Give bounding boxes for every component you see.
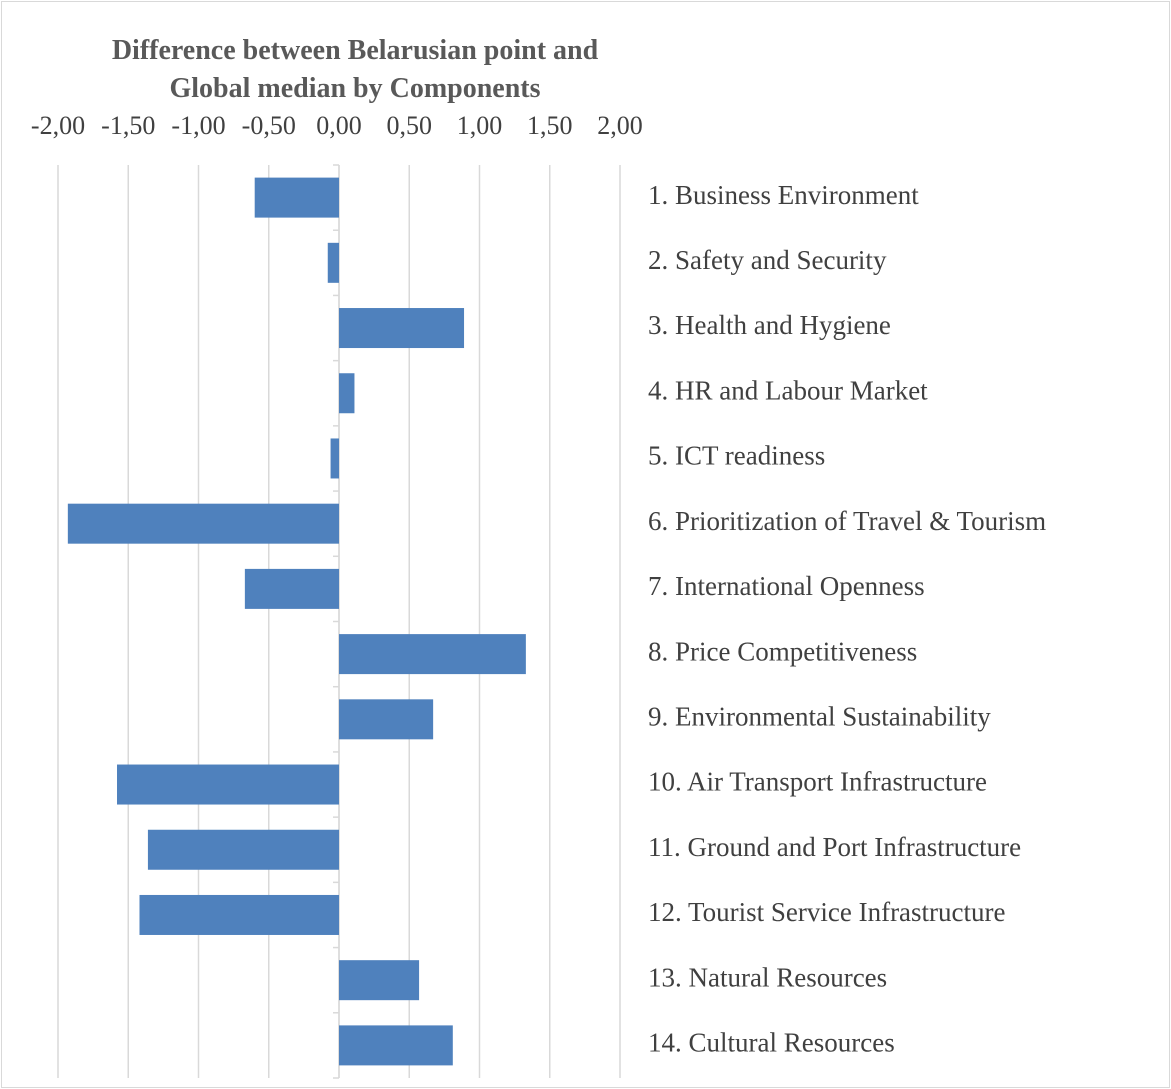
category-label: 6. Prioritization of Travel & Tourism [648,506,1046,536]
bar [339,699,434,740]
bar [330,438,339,479]
bar [339,960,420,1001]
bar [244,568,339,609]
category-label: 10. Air Transport Infrastructure [648,767,987,797]
category-label: 5. ICT readiness [648,441,825,471]
category-label: 7. International Openness [648,571,925,601]
bar [339,634,526,675]
bar [339,308,465,349]
bar [254,177,339,218]
bar [339,1025,453,1066]
x-tick-label: 2,00 [597,111,643,140]
chart-title: Difference between Belarusian point and … [111,35,599,104]
bar [327,242,339,283]
category-label: 9. Environmental Sustainability [648,702,991,732]
category-label: 8. Price Competitiveness [648,636,917,666]
bar [67,503,340,544]
x-tick-label: -1,00 [171,111,225,140]
bar [139,894,339,935]
x-tick-label: -1,50 [101,111,155,140]
category-label: 2. Safety and Security [648,245,887,275]
bar [117,764,339,805]
x-tick-label: -2,00 [31,111,85,140]
category-label: 13. Natural Resources [648,962,887,992]
category-label: 1. Business Environment [648,180,919,210]
bar [339,373,355,414]
category-label: 11. Ground and Port Infrastructure [648,832,1021,862]
bar [147,829,339,870]
x-tick-label: 1,50 [527,111,573,140]
x-tick-label: 0,50 [387,111,433,140]
x-tick-label: -0,50 [242,111,296,140]
category-label: 14. Cultural Resources [648,1028,895,1058]
category-label: 12. Tourist Service Infrastructure [648,897,1006,927]
category-label: 4. HR and Labour Market [648,375,928,405]
x-tick-label: 0,00 [316,111,362,140]
x-tick-label: 1,00 [457,111,503,140]
category-label: 3. Health and Hygiene [648,310,891,340]
